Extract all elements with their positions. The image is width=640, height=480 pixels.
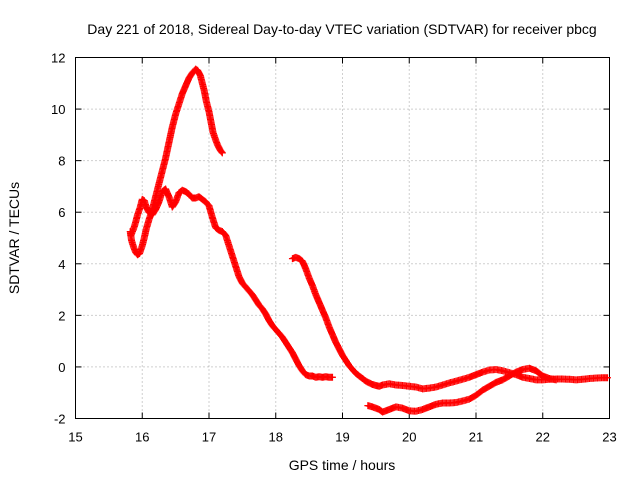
grid-lines <box>75 57 610 419</box>
x-tick-label: 15 <box>68 430 82 445</box>
x-tick-label: 16 <box>135 430 149 445</box>
axis-ticks: 15 16 17 18 19 20 21 22 23 -2 0 2 4 6 8 10 12 <box>51 51 617 445</box>
x-tick-label: 20 <box>402 430 416 445</box>
y-tick-label: 10 <box>51 102 65 117</box>
y-tick-label: 8 <box>58 154 65 169</box>
data-point <box>218 148 226 156</box>
data-point <box>603 374 611 382</box>
data-point <box>328 373 336 381</box>
x-tick-label: 18 <box>269 430 283 445</box>
series-segment-4 <box>364 364 560 416</box>
x-axis-label: GPS time / hours <box>289 457 396 473</box>
series-segment-2 <box>126 65 226 259</box>
data-point <box>552 376 560 384</box>
data-point <box>218 149 226 157</box>
x-tick-label: 23 <box>602 430 616 445</box>
x-tick-label: 21 <box>469 430 483 445</box>
y-tick-label: -2 <box>54 412 66 427</box>
x-tick-label: 19 <box>335 430 349 445</box>
y-tick-label: 4 <box>58 257 65 272</box>
x-tick-label: 22 <box>536 430 550 445</box>
y-tick-label: 2 <box>58 308 65 323</box>
y-tick-label: 0 <box>58 360 65 375</box>
series-segment-1 <box>127 185 336 381</box>
y-tick-label: 12 <box>51 51 65 66</box>
data-point <box>217 147 225 155</box>
series-segment-3 <box>288 253 611 393</box>
data-points <box>126 65 611 416</box>
y-tick-label: 6 <box>58 205 65 220</box>
chart-title: Day 221 of 2018, Sidereal Day-to-day VTE… <box>87 21 596 37</box>
x-tick-label: 17 <box>202 430 216 445</box>
y-axis-label: SDTVAR / TECUs <box>6 182 22 294</box>
